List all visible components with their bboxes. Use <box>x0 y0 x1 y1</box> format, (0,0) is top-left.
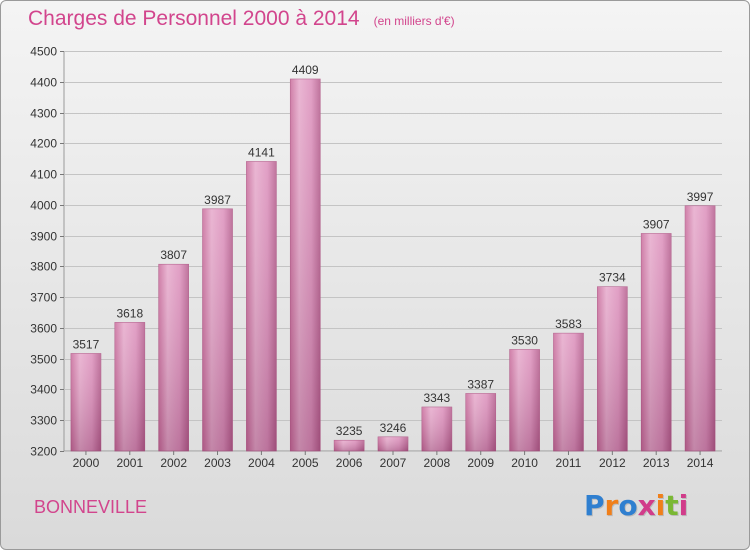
y-tick-label: 4500 <box>30 45 57 59</box>
bar-shade-2004 <box>246 161 277 451</box>
bar-shade-2000 <box>70 353 101 451</box>
x-axis: 2000 2001 2002 2003 2004 2005 2006 2007 2008 2009… <box>73 451 714 470</box>
logo-letter: i <box>678 489 689 522</box>
y-tick-label: 3300 <box>30 414 57 428</box>
x-tick-label-2006: 2006 <box>336 456 363 470</box>
bar-shade-2012 <box>597 286 628 451</box>
chart-subtitle: (en milliers d'€) <box>373 14 455 28</box>
data-label-2012: 3734 <box>599 271 626 285</box>
data-label-2006: 3235 <box>336 424 363 438</box>
bar-shade-2005 <box>290 79 321 451</box>
y-tick-label: 4200 <box>30 137 57 151</box>
x-tick-label-2011: 2011 <box>556 456 582 470</box>
logo-letter: i <box>655 489 666 522</box>
data-label-2002: 3807 <box>160 248 187 262</box>
y-tick-label: 3500 <box>30 353 57 367</box>
y-tick-label: 4100 <box>30 168 57 182</box>
x-tick-label-2004: 2004 <box>248 456 275 470</box>
logo-letter: o <box>618 489 638 522</box>
y-tick-label: 4000 <box>30 199 57 213</box>
data-label-2004: 4141 <box>248 145 275 159</box>
data-label-2007: 3246 <box>380 421 407 435</box>
x-tick-label-2001: 2001 <box>116 456 143 470</box>
x-tick-label-2003: 2003 <box>204 456 231 470</box>
data-label-2005: 4409 <box>292 63 319 77</box>
bar-shade-2011 <box>553 333 584 451</box>
y-axis: 3200 3300 3400 3500 3600 3700 3800 3900 4000 4100… <box>30 45 64 459</box>
city-name: BONNEVILLE <box>34 497 148 517</box>
data-label-2001: 3618 <box>116 306 143 320</box>
data-label-2000: 3517 <box>73 337 100 351</box>
data-label-2010: 3530 <box>511 333 538 347</box>
data-label-2011: 3583 <box>555 317 582 331</box>
data-label-2009: 3387 <box>467 377 494 391</box>
data-label-2014: 3997 <box>687 190 714 204</box>
bar-shade-2003 <box>202 208 233 451</box>
y-tick-label: 3600 <box>30 322 57 336</box>
y-tick-label: 4400 <box>30 76 57 90</box>
bar-shade-2006 <box>334 440 365 451</box>
data-labels: 3517 3618 3807 3987 4141 4409 3235 3246 3343 3387… <box>73 63 714 438</box>
logo-letter: x <box>637 489 656 522</box>
x-tick-label-2009: 2009 <box>467 456 494 470</box>
proxiti-logo[interactable]: Proxiti <box>584 489 688 522</box>
y-tick-label: 3900 <box>30 230 57 244</box>
y-tick-label: 4300 <box>30 107 57 121</box>
y-tick-label: 3400 <box>30 383 57 397</box>
x-tick-label-2000: 2000 <box>73 456 100 470</box>
y-tick-label: 3200 <box>30 445 57 459</box>
logo-letter: t <box>665 489 679 522</box>
x-tick-label-2005: 2005 <box>292 456 319 470</box>
y-tick-label: 3800 <box>30 260 57 274</box>
chart-title-block: Charges de Personnel 2000 à 2014 (en mill… <box>28 7 455 31</box>
logo-letter: r <box>604 489 619 522</box>
bar-shade-2014 <box>685 205 716 451</box>
bars <box>70 78 716 452</box>
x-tick-label-2008: 2008 <box>424 456 451 470</box>
bar-shade-2001 <box>114 322 145 451</box>
bar-shade-2002 <box>158 264 189 451</box>
bar-shade-2010 <box>509 349 540 451</box>
y-tick-label: 3700 <box>30 291 57 305</box>
x-tick-label-2013: 2013 <box>643 456 670 470</box>
chart-title: Charges de Personnel 2000 à 2014 <box>28 7 360 30</box>
data-label-2013: 3907 <box>643 217 670 231</box>
x-tick-label-2012: 2012 <box>599 456 626 470</box>
logo-letter: P <box>584 489 605 522</box>
data-label-2003: 3987 <box>204 193 231 207</box>
x-tick-label-2002: 2002 <box>160 456 187 470</box>
x-tick-label-2007: 2007 <box>380 456 407 470</box>
bar-shade-2009 <box>465 393 496 451</box>
bar-shade-2013 <box>641 233 672 451</box>
data-label-2008: 3343 <box>424 391 451 405</box>
x-tick-label-2014: 2014 <box>687 456 714 470</box>
bar-shade-2007 <box>378 436 408 451</box>
bar-shade-2008 <box>421 407 452 451</box>
x-tick-label-2010: 2010 <box>511 456 538 470</box>
